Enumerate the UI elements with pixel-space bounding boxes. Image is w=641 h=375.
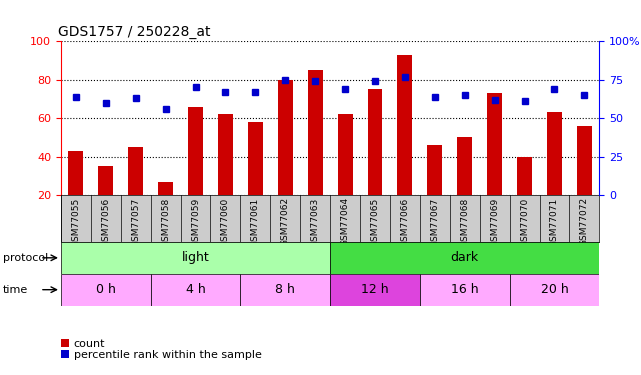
Text: dark: dark	[451, 251, 479, 264]
Bar	[487, 93, 502, 195]
Text: time: time	[3, 285, 28, 295]
Text: 12 h: 12 h	[361, 283, 389, 296]
Bar	[517, 157, 532, 195]
Text: 20 h: 20 h	[540, 283, 569, 296]
Bar	[188, 106, 203, 195]
Bar	[278, 80, 293, 195]
Text: protocol: protocol	[3, 253, 49, 263]
Text: GSM77064: GSM77064	[340, 197, 349, 246]
Text: 4 h: 4 h	[186, 283, 205, 296]
Text: 8 h: 8 h	[275, 283, 296, 296]
Bar	[69, 151, 83, 195]
Text: GSM77055: GSM77055	[71, 197, 80, 247]
Bar	[428, 145, 442, 195]
Text: GSM77071: GSM77071	[550, 197, 559, 247]
Text: GSM77062: GSM77062	[281, 197, 290, 246]
Text: GSM77065: GSM77065	[370, 197, 379, 247]
Bar	[330, 242, 599, 274]
Text: 16 h: 16 h	[451, 283, 479, 296]
Bar	[338, 114, 353, 195]
Bar	[61, 274, 151, 306]
Text: GSM77057: GSM77057	[131, 197, 140, 247]
Text: GSM77063: GSM77063	[311, 197, 320, 247]
Bar	[98, 166, 113, 195]
Text: GDS1757 / 250228_at: GDS1757 / 250228_at	[58, 25, 211, 39]
Text: GSM77069: GSM77069	[490, 197, 499, 247]
Text: GSM77060: GSM77060	[221, 197, 230, 247]
Bar	[151, 274, 240, 306]
Text: GSM77070: GSM77070	[520, 197, 529, 247]
Bar	[367, 89, 383, 195]
Text: GSM77056: GSM77056	[101, 197, 110, 247]
Bar	[128, 147, 143, 195]
Text: GSM77066: GSM77066	[401, 197, 410, 247]
Text: light: light	[181, 251, 210, 264]
Bar	[218, 114, 233, 195]
Text: GSM77072: GSM77072	[580, 197, 589, 246]
Text: GSM77068: GSM77068	[460, 197, 469, 247]
Text: GSM77061: GSM77061	[251, 197, 260, 247]
Bar	[308, 70, 322, 195]
Bar	[240, 274, 330, 306]
Bar	[397, 55, 412, 195]
Bar	[457, 137, 472, 195]
Text: GSM77058: GSM77058	[161, 197, 170, 247]
Text: percentile rank within the sample: percentile rank within the sample	[74, 351, 262, 360]
Text: 0 h: 0 h	[96, 283, 116, 296]
Bar	[420, 274, 510, 306]
Bar	[510, 274, 599, 306]
Text: GSM77059: GSM77059	[191, 197, 200, 247]
Bar	[61, 242, 330, 274]
Bar	[577, 126, 592, 195]
Text: count: count	[74, 339, 105, 349]
Bar	[547, 112, 562, 195]
Text: GSM77067: GSM77067	[430, 197, 439, 247]
Bar	[330, 274, 420, 306]
Bar	[158, 182, 173, 195]
Bar	[248, 122, 263, 195]
